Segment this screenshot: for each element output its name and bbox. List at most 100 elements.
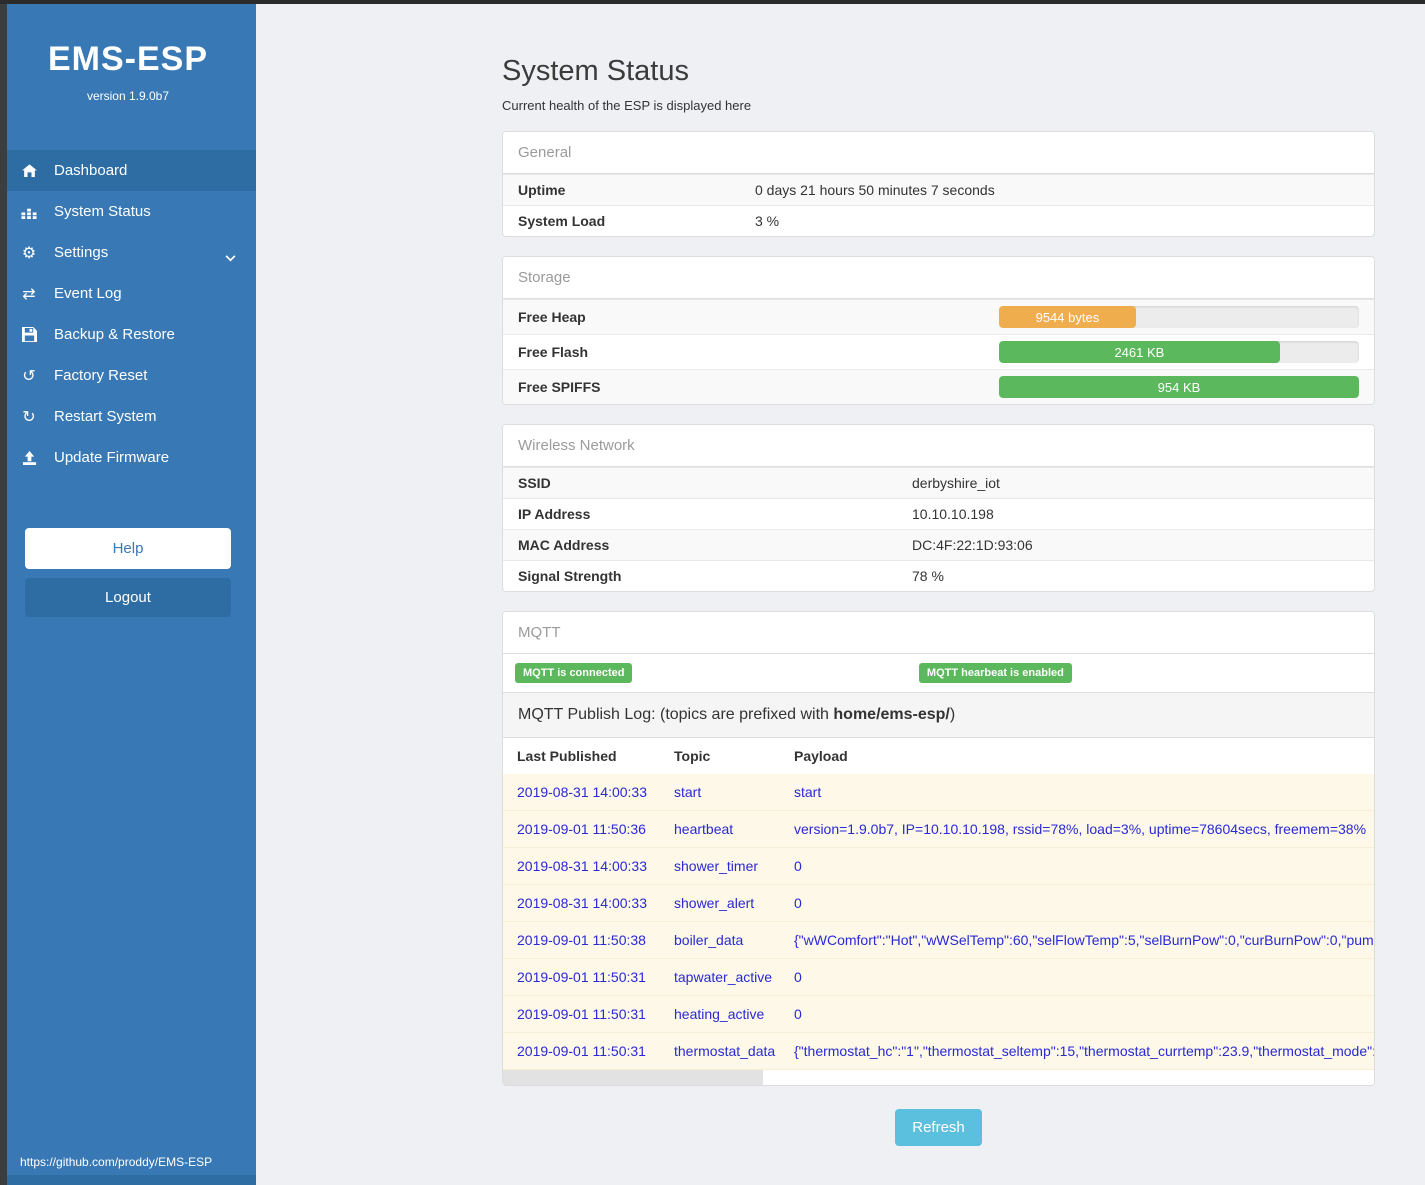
free-heap-bar-fill: 9544 bytes (999, 306, 1136, 328)
horizontal-scrollbar[interactable] (503, 1070, 1374, 1085)
ssid-row: SSID derbyshire_iot (503, 467, 1374, 498)
save-icon (20, 326, 38, 344)
signal-strength-value: 78 % (912, 568, 944, 584)
sidebar-item-factory-reset[interactable]: ↺ Factory Reset (0, 355, 256, 396)
uptime-label: Uptime (518, 182, 566, 198)
free-flash-bar-fill: 2461 KB (999, 341, 1280, 363)
table-row: 2019-09-01 11:50:31 heating_active 0 (503, 996, 1374, 1033)
mqtt-panel: MQTT MQTT is connected MQTT hearbeat is … (502, 611, 1375, 1086)
sidebar-item-dashboard[interactable]: Dashboard (0, 150, 256, 191)
log-payload: 0 (794, 895, 802, 911)
sidebar-bottom-strip (0, 1175, 256, 1185)
sidebar-item-settings[interactable]: ⚙ Settings (0, 232, 256, 273)
log-time: 2019-09-01 11:50:36 (517, 821, 646, 837)
log-time: 2019-09-01 11:50:31 (517, 969, 646, 985)
free-heap-row: Free Heap 9544 bytes (503, 299, 1374, 334)
table-row: 2019-08-31 14:00:33 start start (503, 774, 1374, 811)
app-title: EMS-ESP (47, 40, 209, 78)
log-payload: start (794, 784, 822, 800)
system-load-row: System Load 3 % (503, 205, 1374, 236)
sidebar-item-label: Settings (54, 244, 109, 261)
log-payload: {"wWComfort":"Hot","wWSelTemp":60,"selFl… (794, 932, 1374, 948)
publish-log-suffix: ) (949, 706, 956, 723)
log-time: 2019-09-01 11:50:31 (517, 1043, 646, 1059)
free-spiffs-bar-fill: 954 KB (999, 376, 1359, 398)
sidebar-item-backup-restore[interactable]: Backup & Restore (0, 314, 256, 355)
wireless-panel-header: Wireless Network (503, 425, 1374, 467)
signal-strength-label: Signal Strength (518, 568, 622, 584)
log-payload: 0 (794, 969, 802, 985)
table-row: 2019-09-01 11:50:31 tapwater_active 0 (503, 959, 1374, 996)
free-spiffs-row: Free SPIFFS 954 KB (503, 369, 1374, 404)
free-heap-progressbar: 9544 bytes (999, 306, 1359, 328)
mqtt-publish-log-title: MQTT Publish Log: (topics are prefixed w… (503, 692, 1374, 738)
window-left-edge (0, 0, 7, 1185)
storage-panel-header: Storage (503, 257, 1374, 299)
window-top-edge (0, 0, 1425, 4)
logout-button[interactable]: Logout (25, 578, 231, 617)
signal-strength-row: Signal Strength 78 % (503, 560, 1374, 591)
sidebar-footer: https://github.com/proddy/EMS-ESP (0, 1153, 256, 1175)
sidebar-item-label: Restart System (54, 408, 157, 425)
status-icon (20, 203, 38, 221)
ssid-value: derbyshire_iot (912, 475, 1000, 491)
sidebar-item-label: System Status (54, 203, 151, 220)
log-topic: start (674, 784, 702, 800)
mqtt-log-table: Last Published Topic Payload 2019-08-31 … (503, 738, 1374, 1085)
log-time: 2019-08-31 14:00:33 (517, 784, 647, 800)
page-subtitle: Current health of the ESP is displayed h… (502, 98, 752, 113)
table-row: 2019-09-01 11:50:31 thermostat_data {"th… (503, 1033, 1374, 1070)
log-time: 2019-09-01 11:50:31 (517, 1006, 646, 1022)
upload-icon (20, 449, 38, 467)
sidebar-item-update-firmware[interactable]: Update Firmware (0, 437, 256, 478)
ip-address-label: IP Address (518, 506, 591, 522)
publish-log-prefix: MQTT Publish Log: (topics are prefixed w… (518, 706, 834, 723)
sidebar-item-label: Backup & Restore (54, 326, 175, 343)
chevron-down-icon (225, 249, 236, 266)
sidebar-item-restart-system[interactable]: ↻ Restart System (0, 396, 256, 437)
table-row: 2019-09-01 11:50:36 heartbeat version=1.… (503, 811, 1374, 848)
mqtt-badges-row: MQTT is connected MQTT hearbeat is enabl… (503, 654, 1374, 692)
refresh-icon: ↻ (22, 406, 36, 426)
log-topic: heating_active (674, 1006, 765, 1022)
help-button[interactable]: Help (25, 528, 231, 569)
free-flash-progressbar: 2461 KB (999, 341, 1359, 363)
sidebar-item-system-status[interactable]: System Status (0, 191, 256, 232)
wireless-panel: Wireless Network SSID derbyshire_iot IP … (502, 424, 1375, 592)
home-icon (20, 162, 38, 180)
sidebar-item-label: Dashboard (54, 162, 128, 179)
col-last-published: Last Published (517, 748, 617, 764)
ssid-label: SSID (518, 475, 551, 491)
sidebar-item-label: Update Firmware (54, 449, 170, 466)
publish-log-topic-prefix: home/ems-esp/ (833, 706, 950, 723)
col-payload: Payload (794, 748, 848, 764)
scrollbar-thumb[interactable] (503, 1070, 763, 1085)
table-row: 2019-08-31 14:00:33 shower_alert 0 (503, 885, 1374, 922)
page-title: System Status (502, 55, 689, 87)
github-link[interactable]: https://github.com/proddy/EMS-ESP (20, 1155, 213, 1169)
log-topic: tapwater_active (674, 969, 773, 985)
uptime-value: 0 days 21 hours 50 minutes 7 seconds (755, 182, 995, 198)
log-topic: heartbeat (674, 821, 734, 837)
refresh-button[interactable]: Refresh (895, 1109, 982, 1146)
ip-address-row: IP Address 10.10.10.198 (503, 498, 1374, 529)
log-table-header: Last Published Topic Payload (503, 738, 1374, 774)
sidebar-nav: Dashboard System Status ⚙ Settings ⇄ Eve… (0, 150, 256, 478)
main-content: System Status Current health of the ESP … (256, 0, 1425, 1185)
exchange-icon: ⇄ (22, 283, 36, 303)
log-topic: shower_alert (674, 895, 755, 911)
sidebar: EMS-ESP version 1.9.0b7 Dashboard System… (0, 0, 256, 1185)
log-topic: shower_timer (674, 858, 759, 874)
storage-panel: Storage Free Heap 9544 bytes Free Flash … (502, 256, 1375, 405)
table-row: 2019-09-01 11:50:38 boiler_data {"wWComf… (503, 922, 1374, 959)
mqtt-connected-badge: MQTT is connected (515, 663, 633, 683)
col-topic: Topic (674, 748, 711, 764)
log-time: 2019-08-31 14:00:33 (517, 858, 647, 874)
log-topic: thermostat_data (674, 1043, 776, 1059)
mac-address-label: MAC Address (518, 537, 610, 553)
system-load-label: System Load (518, 213, 606, 229)
mac-address-value: DC:4F:22:1D:93:06 (912, 537, 1033, 553)
log-payload: 0 (794, 858, 802, 874)
sidebar-item-event-log[interactable]: ⇄ Event Log (0, 273, 256, 314)
free-flash-label: Free Flash (518, 344, 589, 360)
